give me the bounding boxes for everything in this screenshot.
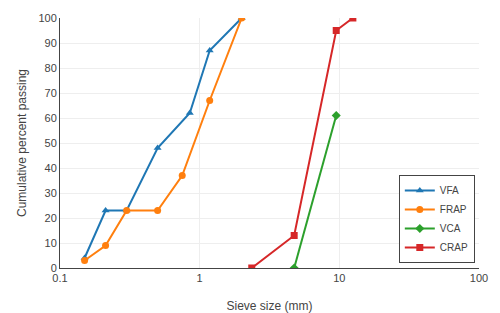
svg-text:30: 30 (45, 187, 57, 199)
svg-text:1: 1 (197, 272, 203, 284)
svg-text:Cumulative percent passing: Cumulative percent passing (15, 69, 29, 217)
svg-text:0.1: 0.1 (52, 272, 67, 284)
svg-text:80: 80 (45, 62, 57, 74)
svg-text:100: 100 (470, 272, 488, 284)
svg-text:60: 60 (45, 112, 57, 124)
svg-text:FRAP: FRAP (440, 204, 467, 215)
svg-text:40: 40 (45, 162, 57, 174)
svg-text:70: 70 (45, 87, 57, 99)
svg-text:100: 100 (38, 12, 56, 24)
svg-text:10: 10 (45, 237, 57, 249)
svg-text:20: 20 (45, 212, 57, 224)
svg-text:VCA: VCA (440, 223, 461, 234)
svg-text:VFA: VFA (440, 185, 459, 196)
svg-text:CRAP: CRAP (440, 242, 468, 253)
svg-text:90: 90 (45, 37, 57, 49)
svg-text:50: 50 (45, 137, 57, 149)
svg-text:10: 10 (333, 272, 345, 284)
svg-text:0: 0 (51, 262, 57, 274)
svg-text:Sieve size (mm): Sieve size (mm) (226, 299, 312, 313)
